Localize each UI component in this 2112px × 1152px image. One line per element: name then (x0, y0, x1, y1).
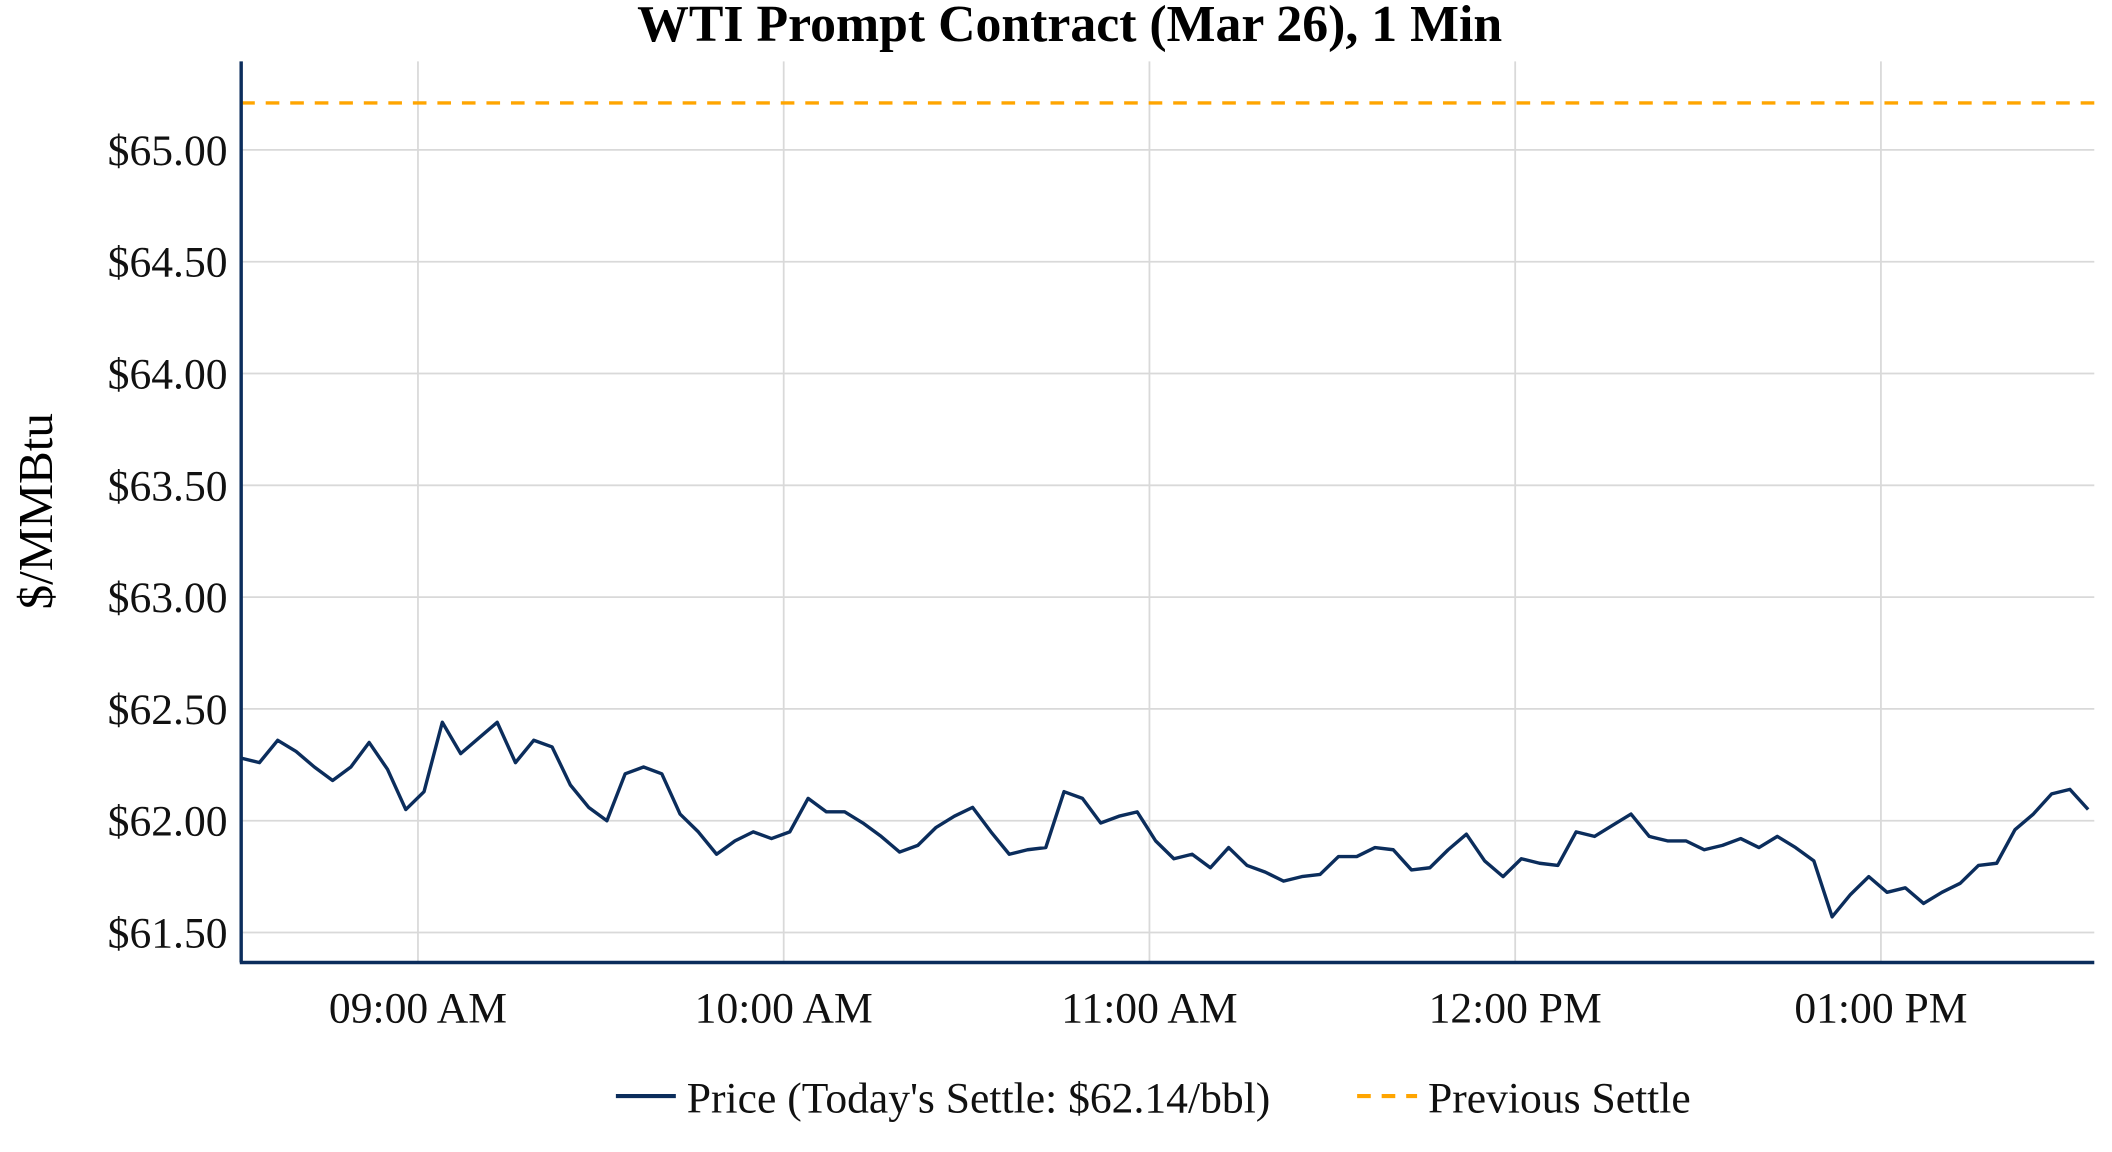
y-tick-label: $62.50 (108, 686, 228, 734)
price-line (240, 720, 2090, 919)
tick-labels: $61.50 $62.00 $62.50 $63.00 $63.50 $64.00 $64.… (108, 127, 1968, 1033)
y-axis-label: $/MMBtu (8, 413, 63, 609)
y-tick-label: $63.00 (108, 574, 228, 622)
y-tick-label: $61.50 (108, 910, 228, 958)
x-tick-label: 01:00 PM (1794, 984, 1967, 1032)
x-tick-label: 09:00 AM (329, 984, 507, 1032)
series-layer (240, 101, 2095, 919)
legend: Price (Today's Settle: $62.14/bbl) Previ… (615, 1074, 1691, 1122)
y-tick-label: $65.00 (108, 127, 228, 175)
x-tick-label: 12:00 PM (1429, 984, 1602, 1032)
gridlines (241, 61, 2095, 963)
y-tick-label: $62.00 (108, 798, 228, 846)
legend-price-label: Price (Today's Settle: $62.14/bbl) (687, 1074, 1271, 1122)
y-tick-label: $63.50 (108, 462, 228, 510)
x-tick-label: 10:00 AM (695, 984, 873, 1032)
y-tick-label: $64.00 (108, 350, 228, 398)
legend-prev-settle-label: Previous Settle (1428, 1074, 1691, 1122)
y-tick-label: $64.50 (108, 239, 228, 287)
chart-title: WTI Prompt Contract (Mar 26), 1 Min (637, 0, 1502, 53)
x-tick-label: 11:00 AM (1061, 984, 1237, 1032)
